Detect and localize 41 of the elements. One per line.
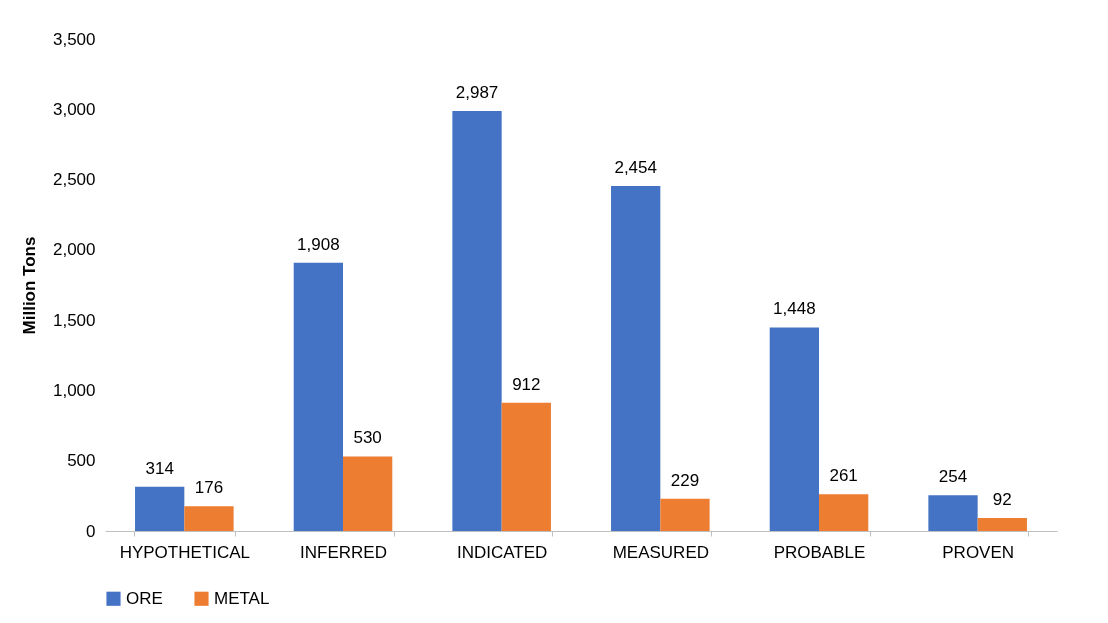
- x-tick-label: INDICATED: [456, 542, 548, 562]
- y-tick-label: 1,000: [52, 380, 96, 400]
- x-tick-label: INFERRED: [300, 542, 387, 562]
- x-tick-label: MEASURED: [612, 542, 710, 562]
- data-label: 261: [829, 466, 858, 486]
- bar: [977, 518, 1027, 531]
- bar: [343, 456, 393, 531]
- data-label: 92: [992, 490, 1012, 510]
- data-label: 912: [512, 374, 541, 394]
- y-tick-label: 500: [67, 451, 96, 471]
- y-tick-label: 3,000: [52, 99, 96, 119]
- y-tick-label: 3,500: [52, 29, 96, 49]
- x-tick-label: PROVEN: [942, 542, 1015, 562]
- y-tick-label: 2,500: [52, 170, 96, 190]
- data-label: 2,454: [614, 158, 657, 178]
- y-tick-label: 2,000: [52, 240, 96, 260]
- bar: [928, 495, 978, 531]
- bar: [769, 327, 819, 531]
- bar: [293, 262, 343, 531]
- bar: [452, 111, 502, 531]
- data-label: 1,908: [297, 234, 340, 254]
- x-tick-label: PROBABLE: [773, 542, 866, 562]
- bar: [184, 506, 234, 531]
- data-label: 229: [670, 470, 700, 490]
- data-label: 530: [353, 428, 382, 448]
- bar: [135, 486, 185, 531]
- data-label: 254: [938, 467, 968, 487]
- bar: [660, 498, 710, 531]
- y-axis-title: Million Tons: [19, 236, 39, 335]
- x-tick-label: HYPOTHETICAL: [119, 542, 251, 562]
- data-label: 2,987: [455, 83, 499, 103]
- data-label: 314: [145, 458, 174, 478]
- bar: [611, 186, 661, 531]
- data-label: 176: [194, 478, 224, 498]
- legend-label: ORE: [126, 588, 163, 608]
- data-label: 1,448: [773, 299, 816, 319]
- legend-label: METAL: [214, 588, 270, 608]
- y-tick-label: 1,500: [52, 310, 96, 330]
- y-tick-label: 0: [86, 521, 96, 541]
- bar: [501, 402, 551, 531]
- bar: [819, 494, 869, 531]
